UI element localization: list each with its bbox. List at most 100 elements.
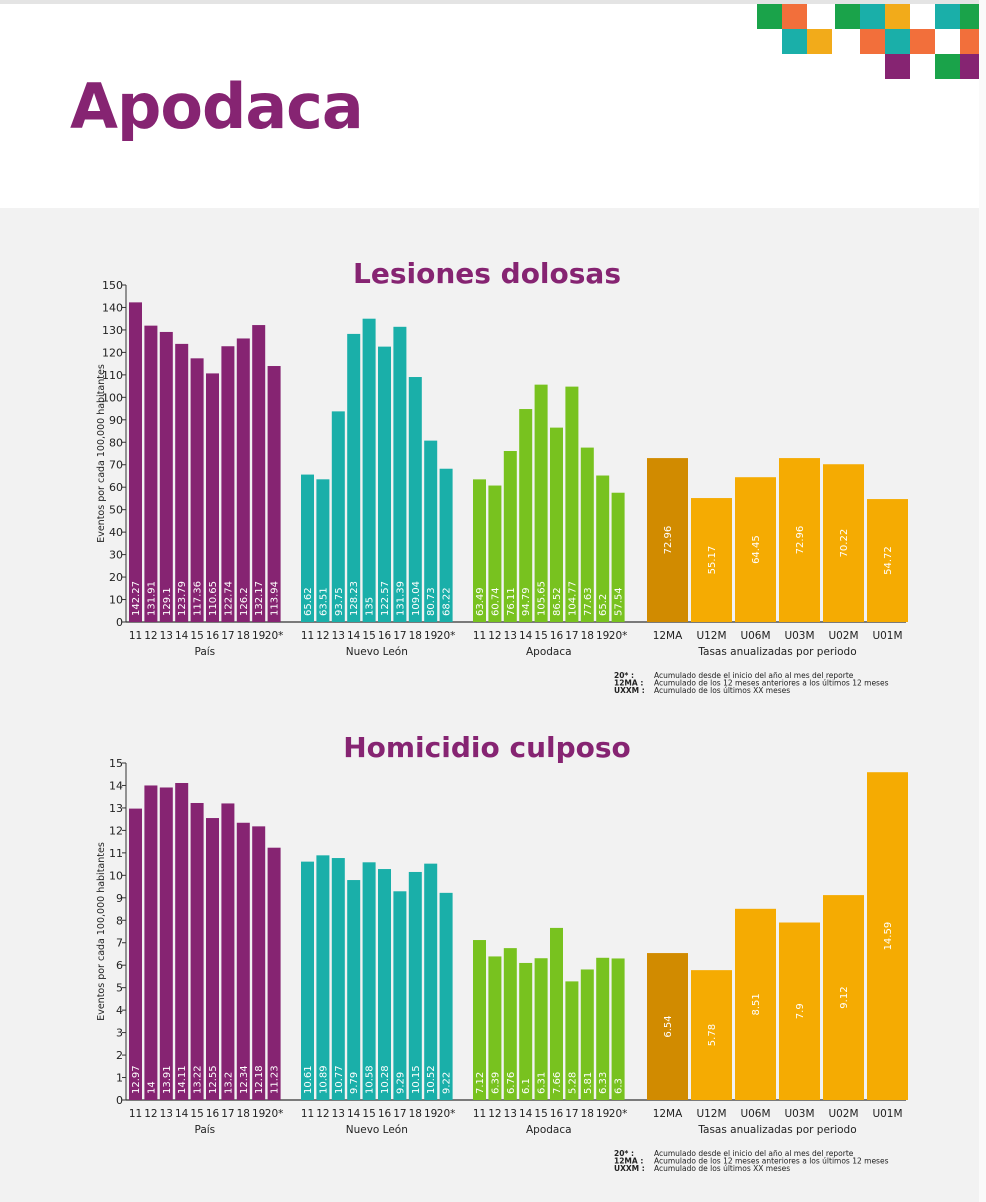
x-tick-label: 19	[252, 630, 265, 642]
y-tick-label: 110	[102, 369, 123, 382]
bar-value-label: 68.22	[442, 587, 453, 616]
x-tick-label: U01M	[872, 1108, 902, 1120]
x-tick-label: 15	[534, 1108, 547, 1120]
y-axis-label: Eventos por cada 100,000 habitantes	[96, 364, 107, 543]
x-tick-label: 13	[160, 630, 173, 642]
bar	[408, 377, 422, 622]
legend-text: Acumulado de los 12 meses anteriores a l…	[654, 1157, 889, 1166]
bar	[580, 969, 594, 1100]
bar	[175, 343, 189, 622]
bar	[347, 880, 361, 1100]
bar	[316, 479, 330, 622]
bar	[190, 358, 204, 622]
x-tick-label: 11	[473, 1108, 486, 1120]
x-tick-label: U02M	[828, 630, 858, 642]
bar-value-label: 10.58	[365, 1065, 376, 1094]
group-label: Apodaca	[526, 1124, 572, 1136]
bar-value-label: 135	[365, 597, 376, 616]
bar	[347, 333, 361, 622]
bar-value-label: 13.91	[162, 1065, 173, 1094]
bar-value-label: 63.49	[475, 587, 486, 616]
x-tick-label: 15	[362, 1108, 375, 1120]
bar	[144, 785, 158, 1100]
bar-value-label: 10.61	[303, 1065, 314, 1094]
x-tick-label: 16	[378, 630, 392, 642]
mosaic-tile	[782, 29, 807, 54]
bar	[252, 325, 266, 622]
y-tick-label: 6	[116, 959, 123, 972]
bar-value-label: 63.51	[318, 587, 329, 616]
bar	[267, 366, 281, 622]
bar-value-label: 77.63	[583, 587, 594, 616]
bar-value-label: 86.52	[552, 587, 563, 616]
bar	[316, 855, 330, 1100]
x-tick-label: 13	[332, 1108, 345, 1120]
bar	[206, 818, 219, 1100]
bar	[331, 858, 345, 1100]
bar-value-label: 9.12	[839, 986, 850, 1008]
x-tick-label: 17	[221, 1108, 234, 1120]
bar	[488, 956, 502, 1100]
page-title: Apodaca	[70, 70, 364, 143]
bar-value-label: 72.96	[795, 526, 806, 555]
bar	[221, 803, 235, 1100]
bar	[534, 958, 548, 1100]
bar-value-label: 55.17	[707, 546, 718, 575]
chart-2: Homicidio culposo0123456789101112131415E…	[96, 731, 908, 1173]
bar-value-label: 6.54	[663, 1015, 674, 1037]
bar	[647, 458, 688, 622]
bar-value-label: 54.72	[883, 546, 894, 575]
x-tick-label: 12	[316, 1108, 329, 1120]
bar	[408, 871, 422, 1100]
y-tick-label: 80	[109, 436, 123, 449]
legend-key: UXXM :	[614, 686, 645, 695]
x-tick-label: 17	[393, 630, 406, 642]
x-tick-label: 11	[473, 630, 486, 642]
bar	[519, 409, 533, 622]
bar	[236, 822, 250, 1100]
mosaic-tile	[757, 4, 782, 29]
x-tick-label: 15	[534, 630, 547, 642]
bar-value-label: 117.36	[193, 581, 204, 616]
x-tick-label: 19	[596, 630, 609, 642]
bar	[691, 970, 732, 1100]
bar	[362, 862, 376, 1100]
top-divider	[0, 0, 986, 4]
bar	[190, 802, 204, 1100]
bar-value-label: 6.31	[537, 1072, 548, 1094]
x-tick-label: 18	[581, 630, 594, 642]
x-tick-label: 20*	[609, 630, 628, 642]
bar	[236, 338, 250, 622]
bar	[503, 451, 517, 622]
y-tick-label: 120	[102, 346, 123, 359]
y-tick-label: 0	[116, 1094, 123, 1107]
bar	[378, 869, 391, 1100]
y-tick-label: 15	[109, 757, 123, 770]
x-tick-label: 18	[237, 1108, 250, 1120]
bar	[596, 957, 610, 1100]
y-tick-label: 5	[116, 982, 123, 995]
mosaic-tile	[910, 29, 935, 54]
x-tick-label: 15	[190, 1108, 203, 1120]
bar	[867, 772, 908, 1100]
legend-key: 12MA :	[614, 679, 643, 688]
x-tick-label: 19	[424, 1108, 437, 1120]
x-tick-label: 13	[332, 630, 345, 642]
group-label: Nuevo León	[346, 646, 408, 658]
x-tick-label: 16	[206, 1108, 220, 1120]
x-tick-label: 16	[378, 1108, 392, 1120]
bar-value-label: 65.62	[303, 587, 314, 616]
bar	[867, 499, 908, 622]
bar-value-label: 65.2	[598, 594, 609, 616]
bar-value-label: 128.23	[349, 581, 360, 616]
chart-1: Lesiones dolosas 0 10 20 30 40 50 60 70 80 90 100 11…	[96, 257, 908, 695]
mosaic-tile	[835, 4, 860, 29]
bar	[550, 927, 563, 1100]
bar	[823, 464, 864, 622]
x-tick-label: U12M	[696, 630, 726, 642]
right-edge	[979, 0, 986, 1202]
x-tick-label: U12M	[696, 1108, 726, 1120]
group-label: País	[194, 646, 215, 658]
x-tick-label: 15	[190, 630, 203, 642]
bar	[565, 386, 579, 622]
